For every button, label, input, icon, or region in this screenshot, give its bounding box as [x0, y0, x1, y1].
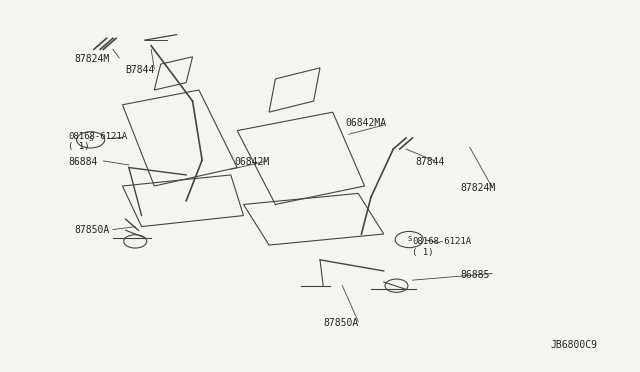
Text: S: S [88, 137, 93, 142]
Text: 86885: 86885 [460, 270, 490, 280]
Text: 86884: 86884 [68, 157, 98, 167]
Text: 08168-6121A
( 1): 08168-6121A ( 1) [412, 237, 472, 257]
Text: 87824M: 87824M [75, 54, 110, 64]
Text: 87850A: 87850A [323, 318, 358, 328]
Text: 87850A: 87850A [75, 225, 110, 235]
Text: B7844: B7844 [125, 65, 155, 75]
Text: 06842MA: 06842MA [346, 118, 387, 128]
Text: 06842M: 06842M [234, 157, 269, 167]
Text: S: S [407, 236, 412, 242]
Text: 08168-6121A
( 1): 08168-6121A ( 1) [68, 132, 127, 151]
Text: 87824M: 87824M [460, 183, 495, 193]
Text: JB6800C9: JB6800C9 [550, 340, 597, 350]
Text: 87844: 87844 [415, 157, 445, 167]
